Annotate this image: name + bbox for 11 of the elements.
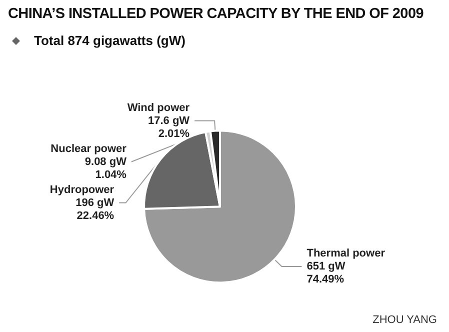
text: ZHOU YANG	[372, 314, 437, 326]
data-label: 651 gW 74.49%	[306, 260, 346, 286]
slice-label: Thermal power	[306, 247, 386, 260]
slice-label: Hydropower	[50, 184, 115, 196]
chart-subtitle: Total 874 gigawatts (gW)	[34, 33, 186, 48]
slice-label: Nuclear power	[50, 142, 128, 155]
data-label: 9.08 gW 1.04%	[84, 156, 128, 181]
chart-title: CHINA’S INSTALLED POWER CAPACITY BY THE END OF 2009	[8, 6, 424, 22]
data-label: 17.6 gW 2.01%	[148, 114, 190, 140]
slice-label: Wind power	[127, 102, 190, 114]
data-label: 196 gW 22.46%	[76, 196, 115, 222]
